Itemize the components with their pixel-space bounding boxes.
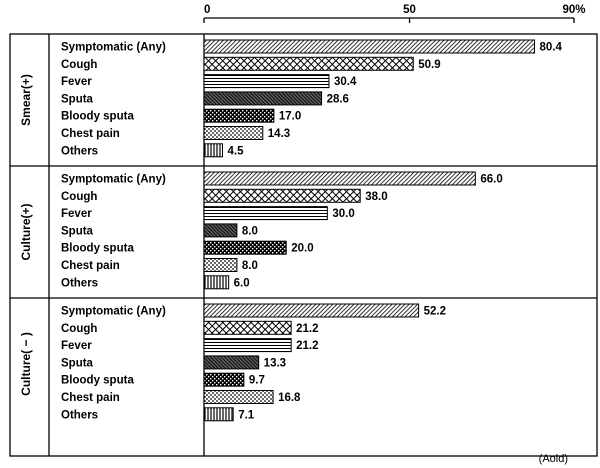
data-label: 9.7	[249, 375, 265, 387]
category-label: Others	[61, 409, 98, 421]
category-label: Chest pain	[61, 260, 120, 272]
bar	[203, 355, 260, 370]
bar	[203, 223, 238, 238]
data-label: 30.4	[334, 76, 357, 88]
bar	[203, 171, 476, 186]
bar	[203, 372, 245, 387]
x-axis-ticks: 0 50 90%	[203, 4, 586, 23]
bar	[203, 206, 328, 221]
data-label: 20.0	[291, 243, 313, 255]
bar	[203, 338, 292, 353]
category-label: Others	[61, 277, 98, 289]
bar	[203, 143, 223, 158]
data-label: 8.0	[242, 225, 258, 237]
group-label: Culture(+)	[19, 203, 33, 260]
group-label: Smear(+)	[19, 74, 33, 126]
category-label: Sputa	[61, 357, 94, 369]
bar	[203, 240, 287, 255]
data-label: 13.3	[264, 357, 286, 369]
category-label: Cough	[61, 191, 97, 203]
bar	[203, 91, 323, 106]
data-label: 16.8	[278, 392, 301, 404]
category-label: Bloody sputa	[61, 243, 134, 255]
category-label: Sputa	[61, 93, 94, 105]
category-label: Chest pain	[61, 128, 120, 140]
x-tick-label: 50	[403, 4, 416, 16]
data-label: 17.0	[279, 111, 301, 123]
category-label: Bloody sputa	[61, 111, 134, 123]
data-label: 8.0	[242, 260, 258, 272]
category-label: Fever	[61, 208, 92, 220]
bar	[203, 320, 292, 335]
category-label: Chest pain	[61, 392, 120, 404]
data-label: 66.0	[480, 174, 502, 186]
bar	[203, 56, 414, 71]
bar-groups: Smear(+) Symptomatic (Any) 80.4 Cough 50.9 Fe…	[19, 39, 563, 422]
group-label: Culture( − )	[19, 332, 33, 396]
bar	[203, 258, 238, 272]
category-label: Symptomatic (Any)	[61, 306, 166, 318]
category-label: Symptomatic (Any)	[61, 174, 166, 186]
data-label: 52.2	[424, 306, 446, 318]
data-label: 21.2	[296, 323, 318, 335]
data-label: 14.3	[268, 128, 290, 140]
bar	[203, 39, 536, 54]
data-label: 4.5	[228, 145, 245, 157]
category-label: Others	[61, 145, 98, 157]
category-label: Cough	[61, 323, 97, 335]
category-label: Sputa	[61, 225, 94, 237]
bar	[203, 74, 330, 89]
bar-group: Smear(+) Symptomatic (Any) 80.4 Cough 50.9 Fe…	[19, 39, 563, 158]
data-label: 50.9	[418, 59, 440, 71]
category-label: Bloody sputa	[61, 375, 134, 387]
category-label: Fever	[61, 340, 92, 352]
bar-group: Culture(+) Symptomatic (Any) 66.0 Cough 38.0…	[19, 171, 503, 290]
bar	[203, 303, 420, 318]
data-label: 28.6	[327, 93, 349, 105]
category-label: Cough	[61, 59, 97, 71]
data-label: 21.2	[296, 340, 318, 352]
x-tick-label: 0	[204, 4, 210, 16]
footnote: (Aold)	[539, 453, 568, 465]
data-label: 38.0	[365, 191, 387, 203]
data-label: 80.4	[540, 42, 563, 54]
bar	[203, 188, 361, 203]
bar-group: Culture( − ) Symptomatic (Any) 52.2 Cough 21…	[19, 303, 446, 422]
data-label: 30.0	[332, 208, 354, 220]
bar	[203, 108, 275, 123]
bar	[203, 407, 234, 422]
category-label: Symptomatic (Any)	[61, 42, 166, 54]
bar	[203, 390, 274, 404]
bar	[203, 275, 230, 290]
x-tick-label: 90%	[562, 4, 585, 16]
data-label: 6.0	[234, 277, 250, 289]
bar	[203, 126, 264, 140]
data-label: 7.1	[238, 409, 255, 421]
category-label: Fever	[61, 76, 92, 88]
